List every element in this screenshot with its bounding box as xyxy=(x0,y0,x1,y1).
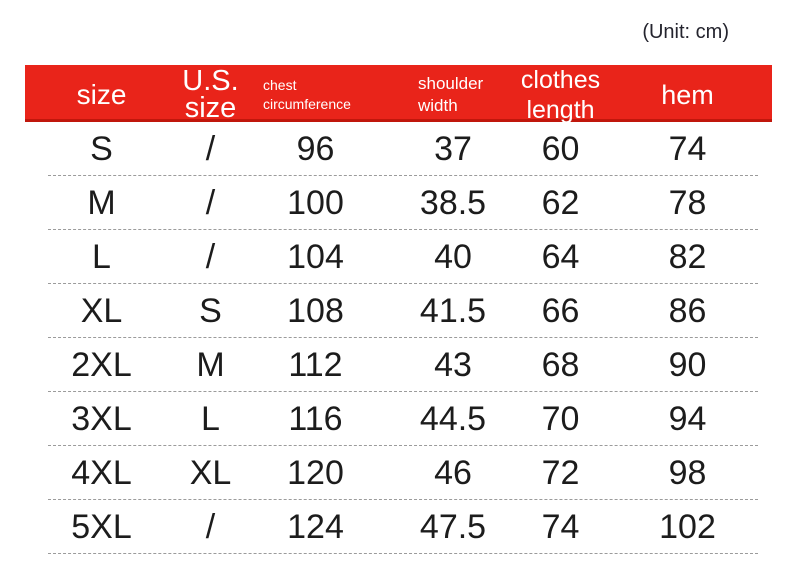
cell-us-size: S xyxy=(199,291,222,330)
table-row: S / 96 37 60 74 xyxy=(25,122,772,176)
header-chest-line2: circumference xyxy=(263,96,351,112)
cell-chest-circumference: 108 xyxy=(287,291,344,330)
header-length-line2: length xyxy=(526,96,595,124)
cell-shoulder-width: 37 xyxy=(434,129,472,168)
table-row: 2XL M 112 43 68 90 xyxy=(25,338,772,392)
cell-shoulder-width: 43 xyxy=(434,345,472,384)
cell-hem: 94 xyxy=(668,399,707,438)
cell-shoulder-width: 40 xyxy=(434,237,472,276)
cell-us-size: M xyxy=(196,345,225,384)
cell-size: 4XL xyxy=(71,453,132,492)
header-chest-line1: chest xyxy=(263,77,297,93)
table-row: XL S 108 41.5 66 86 xyxy=(25,284,772,338)
header-hem-label: hem xyxy=(661,79,714,110)
cell-size: M xyxy=(87,183,116,222)
cell-chest-circumference: 96 xyxy=(296,129,335,168)
cell-hem: 82 xyxy=(668,237,707,276)
cell-clothes-length: 62 xyxy=(541,183,580,222)
header-size: size xyxy=(25,65,178,125)
cell-us-size: L xyxy=(201,399,220,438)
unit-label: (Unit: cm) xyxy=(642,21,729,43)
cell-size: S xyxy=(90,129,113,168)
cell-hem: 86 xyxy=(668,291,707,330)
cell-chest-circumference: 100 xyxy=(287,183,344,222)
cell-clothes-length: 68 xyxy=(541,345,580,384)
header-shoulder-line2: width xyxy=(418,96,458,115)
header-clothes-length: clothes length xyxy=(518,65,603,125)
cell-chest-circumference: 104 xyxy=(287,237,344,276)
cell-chest-circumference: 112 xyxy=(288,345,343,384)
header-chest-circumference: chest circumference xyxy=(243,65,388,125)
header-us-size-line2: size xyxy=(184,92,237,124)
header-shoulder-width: shoulder width xyxy=(388,65,518,125)
cell-chest-circumference: 120 xyxy=(287,453,344,492)
cell-chest-circumference: 124 xyxy=(287,507,344,546)
header-us-size-line1: U.S. xyxy=(182,65,239,97)
header-shoulder-line1: shoulder xyxy=(418,74,484,93)
cell-clothes-length: 70 xyxy=(541,399,580,438)
cell-size: L xyxy=(92,237,111,276)
cell-size: 2XL xyxy=(71,345,132,384)
size-table-body: S / 96 37 60 74 M / 100 38.5 62 78 L / 1… xyxy=(25,122,772,554)
cell-shoulder-width: 46 xyxy=(434,453,472,492)
header-hem: hem xyxy=(603,65,772,125)
size-table: size U.S. size chest circumference shoul… xyxy=(25,65,772,554)
cell-shoulder-width: 41.5 xyxy=(419,291,487,330)
header-size-label: size xyxy=(76,79,127,110)
cell-us-size: / xyxy=(205,237,216,276)
size-table-header: size U.S. size chest circumference shoul… xyxy=(25,65,772,125)
table-row: 4XL XL 120 46 72 98 xyxy=(25,446,772,500)
cell-size: 5XL xyxy=(71,507,132,546)
cell-shoulder-width: 38.5 xyxy=(419,183,487,222)
table-row: M / 100 38.5 62 78 xyxy=(25,176,772,230)
cell-us-size: / xyxy=(205,183,216,222)
table-row: L / 104 40 64 82 xyxy=(25,230,772,284)
cell-hem: 98 xyxy=(668,453,707,492)
cell-us-size: / xyxy=(205,129,216,168)
cell-clothes-length: 74 xyxy=(541,507,580,546)
cell-clothes-length: 60 xyxy=(541,129,580,168)
cell-hem: 90 xyxy=(668,345,707,384)
cell-chest-circumference: 116 xyxy=(288,399,343,438)
cell-us-size: / xyxy=(205,507,216,546)
cell-shoulder-width: 44.5 xyxy=(419,399,487,438)
cell-hem: 78 xyxy=(668,183,707,222)
header-us-size: U.S. size xyxy=(178,65,243,125)
cell-us-size: XL xyxy=(189,453,232,492)
cell-shoulder-width: 47.5 xyxy=(419,507,487,546)
cell-clothes-length: 64 xyxy=(541,237,580,276)
header-length-line1: clothes xyxy=(520,66,601,94)
table-row: 5XL / 124 47.5 74 102 xyxy=(25,500,772,554)
cell-size: XL xyxy=(80,291,123,330)
cell-clothes-length: 66 xyxy=(541,291,580,330)
cell-hem: 102 xyxy=(659,507,716,546)
cell-hem: 74 xyxy=(668,129,707,168)
table-row: 3XL L 116 44.5 70 94 xyxy=(25,392,772,446)
cell-clothes-length: 72 xyxy=(541,453,580,492)
cell-size: 3XL xyxy=(71,399,132,438)
